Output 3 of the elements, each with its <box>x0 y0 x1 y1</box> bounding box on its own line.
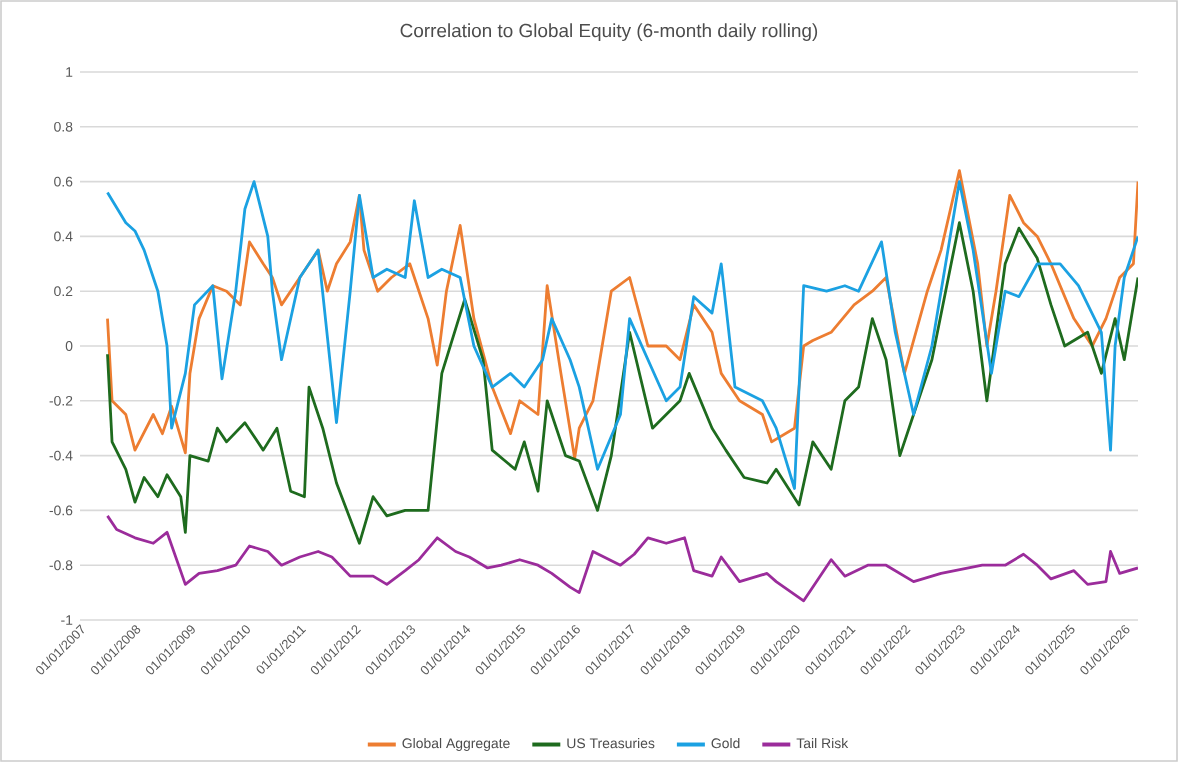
chart-title: Correlation to Global Equity (6-month daily rolling) <box>400 23 818 42</box>
line-series <box>106 221 1139 545</box>
line-series <box>106 514 1139 603</box>
